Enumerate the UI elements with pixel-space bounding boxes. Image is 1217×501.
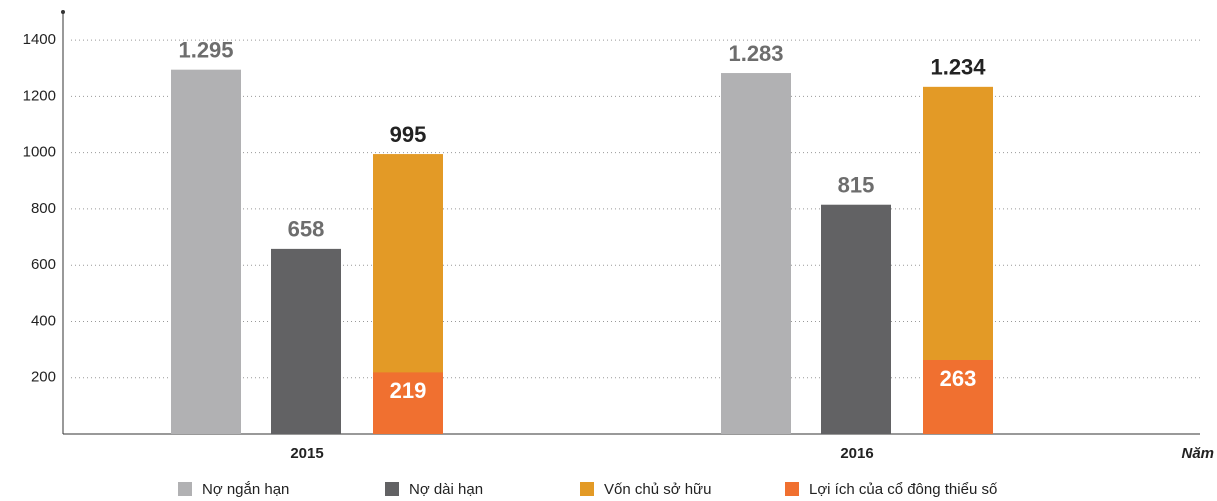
bar — [171, 69, 241, 434]
value-label: 219 — [390, 378, 427, 403]
y-tick-label: 1400 — [23, 31, 56, 48]
value-label: 1.234 — [930, 55, 986, 80]
value-label: 658 — [288, 217, 325, 242]
y-tick-label: 1200 — [23, 87, 56, 104]
legend-swatch — [785, 482, 799, 496]
legend-label: Nợ ngắn hạn — [202, 481, 289, 498]
y-tick-label: 800 — [31, 200, 56, 217]
y-tick-label: 1000 — [23, 144, 56, 161]
x-tick-label: 2016 — [840, 445, 873, 462]
legend-swatch — [385, 482, 399, 496]
y-tick-label: 400 — [31, 312, 56, 329]
value-label: 1.295 — [178, 37, 233, 62]
bar — [271, 248, 341, 434]
value-label: 995 — [390, 122, 427, 147]
value-label: 1.283 — [728, 41, 783, 66]
x-axis-label: Năm — [1181, 445, 1214, 462]
y-tick-label: 600 — [31, 256, 56, 273]
bar — [373, 372, 443, 434]
y-axis-end — [61, 10, 65, 14]
legend-label: Lợi ích của cổ đông thiểu số — [809, 481, 998, 498]
legend-label: Nợ dài hạn — [409, 481, 483, 498]
x-tick-label: 2015 — [290, 445, 323, 462]
legend-label: Vốn chủ sở hữu — [604, 481, 711, 498]
legend-swatch — [580, 482, 594, 496]
bar — [821, 204, 891, 434]
legend-swatch — [178, 482, 192, 496]
value-label: 263 — [940, 366, 977, 391]
bar — [721, 73, 791, 435]
value-label: 815 — [838, 173, 875, 198]
y-tick-label: 200 — [31, 369, 56, 386]
bar — [923, 360, 993, 434]
